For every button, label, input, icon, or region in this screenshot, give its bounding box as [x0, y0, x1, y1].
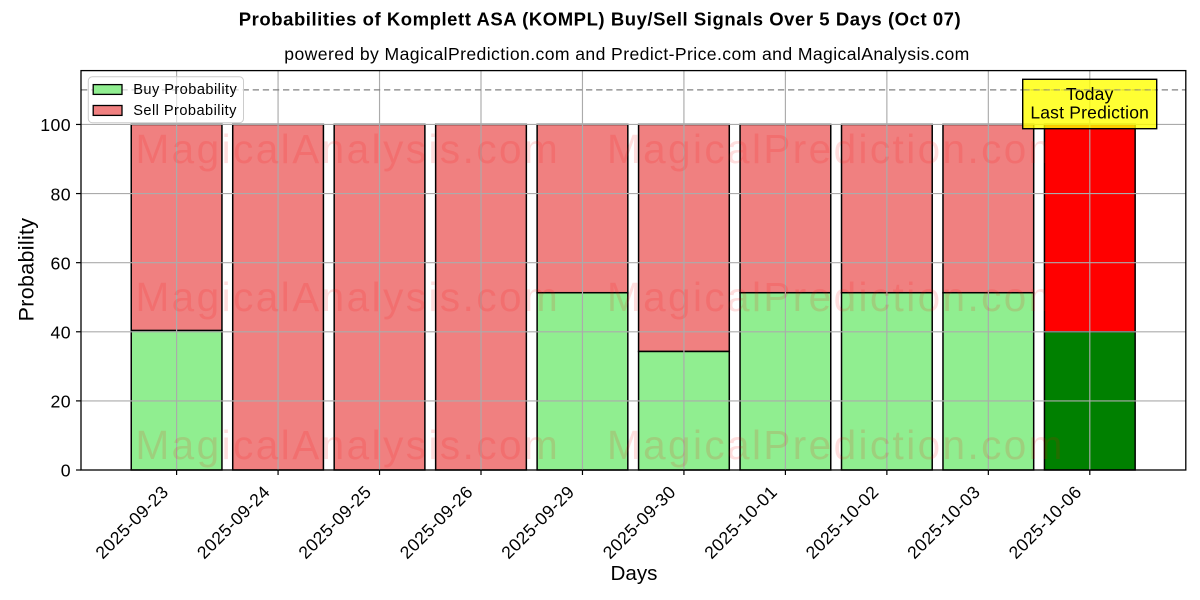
- svg-text:80: 80: [51, 184, 71, 204]
- svg-text:MagicalAnalysis.com: MagicalAnalysis.com: [136, 422, 561, 468]
- svg-text:60: 60: [51, 253, 71, 273]
- svg-text:Probabilities of Komplett ASA: Probabilities of Komplett ASA (KOMPL) Bu…: [239, 9, 961, 30]
- svg-text:powered by MagicalPrediction.c: powered by MagicalPrediction.com and Pre…: [284, 44, 969, 64]
- svg-text:0: 0: [61, 461, 71, 481]
- svg-text:Probability: Probability: [15, 218, 39, 322]
- svg-text:MagicalPrediction.com: MagicalPrediction.com: [607, 126, 1065, 172]
- svg-text:Days: Days: [611, 562, 658, 585]
- svg-text:40: 40: [51, 322, 71, 342]
- svg-text:MagicalPrediction.com: MagicalPrediction.com: [607, 274, 1065, 320]
- svg-text:MagicalAnalysis.com: MagicalAnalysis.com: [136, 126, 561, 172]
- svg-text:Last Prediction: Last Prediction: [1030, 103, 1149, 123]
- svg-text:20: 20: [51, 392, 71, 412]
- svg-text:MagicalAnalysis.com: MagicalAnalysis.com: [136, 274, 561, 320]
- svg-text:MagicalPrediction.com: MagicalPrediction.com: [607, 422, 1065, 468]
- svg-text:Buy Probability: Buy Probability: [133, 82, 237, 98]
- svg-text:Sell Probability: Sell Probability: [133, 103, 237, 119]
- svg-text:100: 100: [40, 115, 71, 135]
- svg-text:Today: Today: [1066, 84, 1114, 104]
